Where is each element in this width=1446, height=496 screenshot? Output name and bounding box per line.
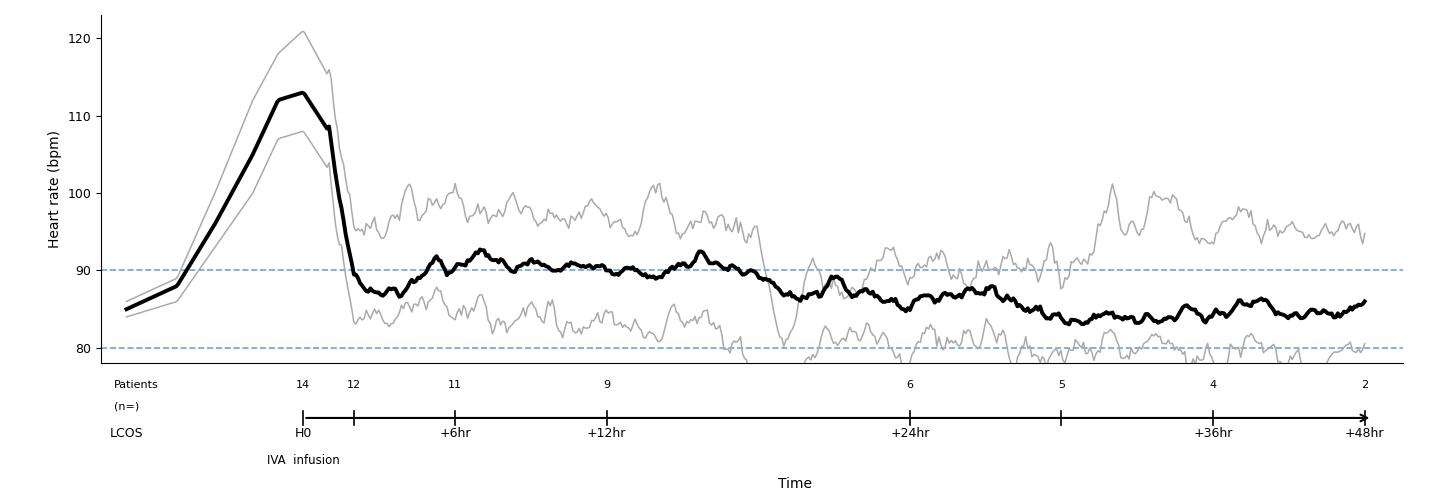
- Text: Time: Time: [778, 477, 813, 491]
- Text: 11: 11: [448, 380, 463, 390]
- Text: 9: 9: [603, 380, 610, 390]
- Text: +12hr: +12hr: [587, 428, 626, 440]
- Text: 5: 5: [1058, 380, 1064, 390]
- Text: 4: 4: [1209, 380, 1216, 390]
- Text: 2: 2: [1361, 380, 1368, 390]
- Text: 6: 6: [907, 380, 914, 390]
- Text: +6hr: +6hr: [440, 428, 471, 440]
- Text: IVA  infusion: IVA infusion: [268, 453, 340, 467]
- Text: 12: 12: [347, 380, 362, 390]
- Text: (n=): (n=): [114, 401, 139, 411]
- Text: LCOS: LCOS: [110, 428, 143, 440]
- Y-axis label: Heart rate (bpm): Heart rate (bpm): [48, 130, 62, 248]
- Text: H0: H0: [295, 428, 312, 440]
- Text: 14: 14: [296, 380, 311, 390]
- Text: +36hr: +36hr: [1193, 428, 1233, 440]
- Text: Patients: Patients: [114, 380, 159, 390]
- Text: +24hr: +24hr: [891, 428, 930, 440]
- Text: +48hr: +48hr: [1345, 428, 1384, 440]
